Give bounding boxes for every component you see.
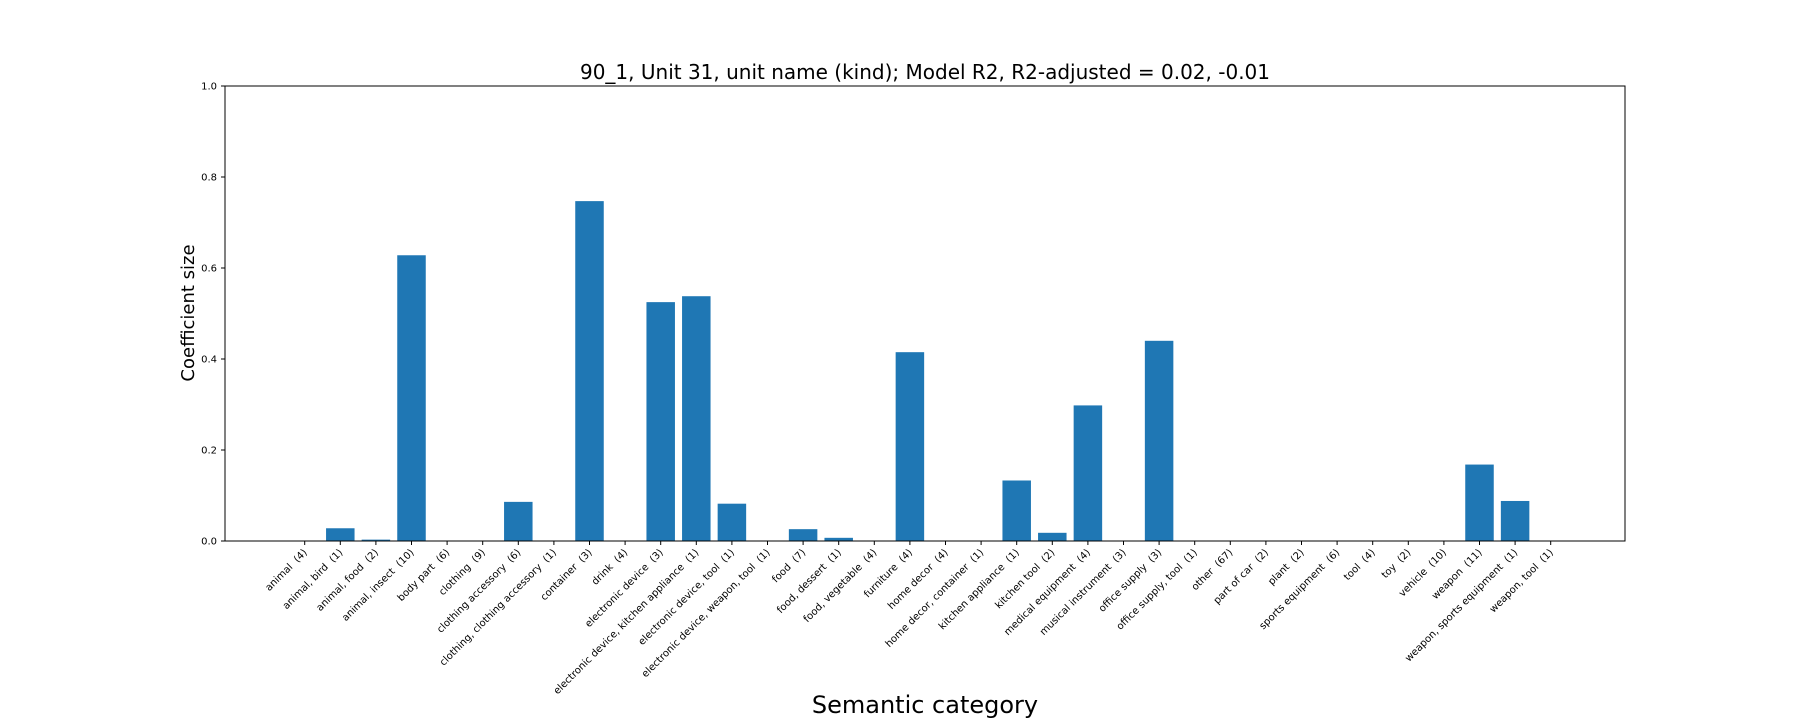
y-tick-label: 1.0 — [201, 82, 217, 93]
bar — [788, 529, 818, 541]
y-axis-label: Coefficient size — [178, 244, 199, 381]
plot-area-frame — [224, 85, 1626, 542]
x-tick-label: weapon, tool (1) — [1488, 547, 1556, 615]
bar — [1465, 464, 1494, 541]
bar — [824, 537, 853, 541]
bar — [1073, 405, 1103, 541]
bar — [361, 539, 391, 541]
bar — [1500, 500, 1530, 541]
x-tick-label: animal, bird (1) — [281, 547, 346, 612]
bar — [1144, 340, 1174, 541]
x-tick-label: tool (4) — [1342, 547, 1378, 583]
bars-group — [326, 201, 1530, 542]
x-tick-label: electronic device, weapon, tool (1) — [640, 547, 773, 680]
x-ticks-group: animal (4)animal, bird (1)animal, food (… — [264, 541, 1556, 697]
bar — [895, 352, 925, 541]
x-tick-label: office supply (3) — [1097, 547, 1164, 614]
x-tick-label: food, dessert (1) — [775, 547, 844, 616]
bar — [646, 302, 675, 542]
bar — [682, 296, 711, 541]
bar — [575, 201, 604, 541]
x-tick-label: home decor (4) — [886, 547, 951, 612]
bar — [397, 255, 426, 541]
bar — [504, 501, 533, 541]
y-tick-label: 0.8 — [201, 173, 217, 184]
y-ticks-group: 0.0 0.2 0.4 0.6 0.8 1.0 — [201, 82, 225, 548]
x-tick-label: toy (2) — [1380, 547, 1414, 581]
bar — [1002, 480, 1031, 541]
y-tick-label: 0.2 — [201, 446, 217, 457]
x-axis-label: Semantic category — [812, 691, 1038, 719]
y-tick-label: 0.0 — [201, 537, 217, 548]
y-tick-label: 0.4 — [201, 355, 217, 366]
y-tick-label: 0.6 — [201, 264, 217, 275]
bar — [1038, 532, 1067, 541]
x-tick-label: kitchen tool (2) — [993, 547, 1057, 611]
bar — [326, 528, 355, 541]
chart-title: 90_1, Unit 31, unit name (kind); Model R… — [580, 60, 1270, 84]
bar — [717, 503, 747, 541]
x-tick-label: animal, food (2) — [315, 547, 381, 613]
